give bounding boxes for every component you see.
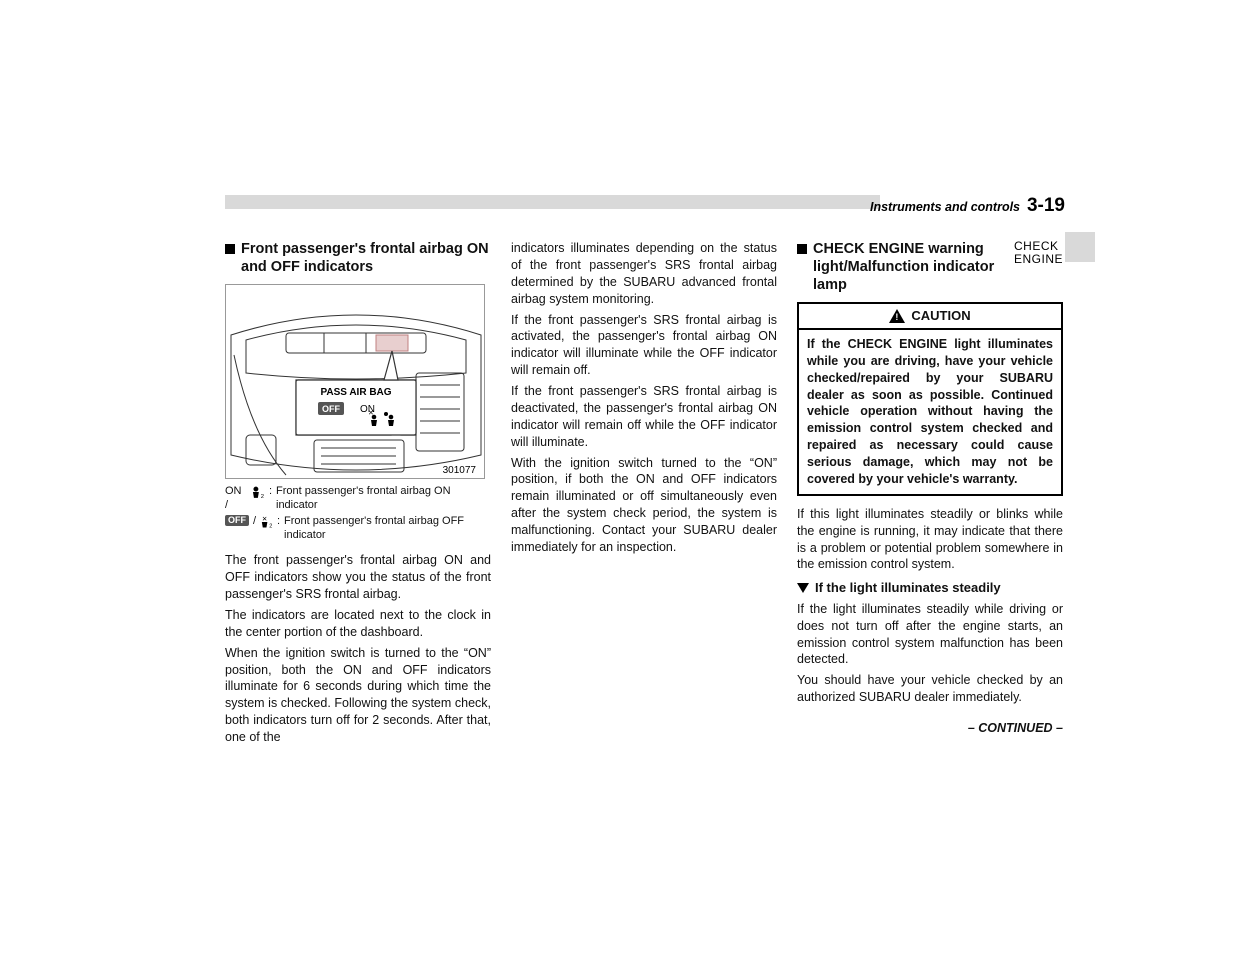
column-1: Front passenger's frontal airbag ON and … <box>225 240 491 750</box>
legend-row-off: OFF / ✕ 2 : Front passenger's frontal ai… <box>225 515 491 543</box>
col2-p2: If the front passenger's SRS frontal air… <box>511 312 777 380</box>
warning-triangle-icon <box>889 309 905 323</box>
bubble-label-off: OFF <box>322 404 340 414</box>
col3-p3: You should have your vehicle checked by … <box>797 672 1063 706</box>
col2-p1: indicators illuminates depending on the … <box>511 240 777 308</box>
square-bullet-icon <box>225 244 235 254</box>
heading-row-airbag: Front passenger's frontal airbag ON and … <box>225 240 491 276</box>
triangle-down-icon <box>797 583 809 593</box>
content-columns: Front passenger's frontal airbag ON and … <box>225 240 1065 750</box>
legend-on-text: Front passenger's frontal airbag ON indi… <box>276 485 491 513</box>
col1-p2: The indicators are located next to the c… <box>225 607 491 641</box>
check-engine-icon: CHECK ENGINE <box>1014 240 1063 265</box>
legend: ON / 2 : Front passenger's frontal airba… <box>225 485 491 542</box>
thumb-tab <box>1065 232 1095 262</box>
heading-row-check-engine: CHECK ENGINE warning light/Malfunction i… <box>797 240 1063 294</box>
part-number: 301077 <box>443 465 477 476</box>
svg-text:2: 2 <box>261 494 264 499</box>
caution-body: If the CHECK ENGINE light illuminates wh… <box>799 330 1061 494</box>
heading-check-engine: CHECK ENGINE warning light/Malfunction i… <box>813 240 1004 294</box>
caution-box: CAUTION If the CHECK ENGINE light illumi… <box>797 302 1063 495</box>
check-icon-line1: CHECK <box>1014 240 1063 253</box>
col2-p4: With the ignition switch turned to the “… <box>511 455 777 556</box>
column-2: indicators illuminates depending on the … <box>511 240 777 750</box>
svg-text:2: 2 <box>269 523 272 528</box>
subheading-steady: If the light illuminates steadily <box>815 579 1001 597</box>
column-3: CHECK ENGINE warning light/Malfunction i… <box>797 240 1063 750</box>
col3-p2: If the light illuminates steadily while … <box>797 601 1063 669</box>
legend-on-prefix: ON / <box>225 485 247 513</box>
heading-airbag: Front passenger's frontal airbag ON and … <box>241 240 491 276</box>
legend-off-text: Front passenger's frontal airbag OFF ind… <box>284 515 491 543</box>
caution-label: CAUTION <box>911 307 970 325</box>
col1-p3: When the ignition switch is turned to th… <box>225 645 491 746</box>
airbag-off-icon: ✕ 2 <box>260 515 273 529</box>
bubble-label-top: PASS AIR BAG <box>320 387 391 398</box>
legend-row-on: ON / 2 : Front passenger's frontal airba… <box>225 485 491 513</box>
running-header: Instruments and controls 3-19 <box>870 195 1065 217</box>
page-number: 3-19 <box>1027 195 1065 216</box>
subheading-row: If the light illuminates steadily <box>797 579 1063 597</box>
chapter-title: Instruments and controls <box>870 200 1020 214</box>
dashboard-illustration: PASS AIR BAG OFF ON ✕ 301077 <box>225 284 485 479</box>
check-icon-line2: ENGINE <box>1014 253 1063 266</box>
airbag-on-icon: 2 <box>251 485 265 499</box>
col1-p1: The front passenger's frontal airbag ON … <box>225 552 491 603</box>
caution-header: CAUTION <box>799 304 1061 330</box>
svg-text:✕: ✕ <box>368 410 374 417</box>
col2-p3: If the front passenger's SRS frontal air… <box>511 383 777 451</box>
square-bullet-icon <box>797 244 807 254</box>
continued-marker: – CONTINUED – <box>797 720 1063 737</box>
col3-p1: If this light illuminates steadily or bl… <box>797 506 1063 574</box>
off-badge-icon: OFF <box>225 515 249 526</box>
